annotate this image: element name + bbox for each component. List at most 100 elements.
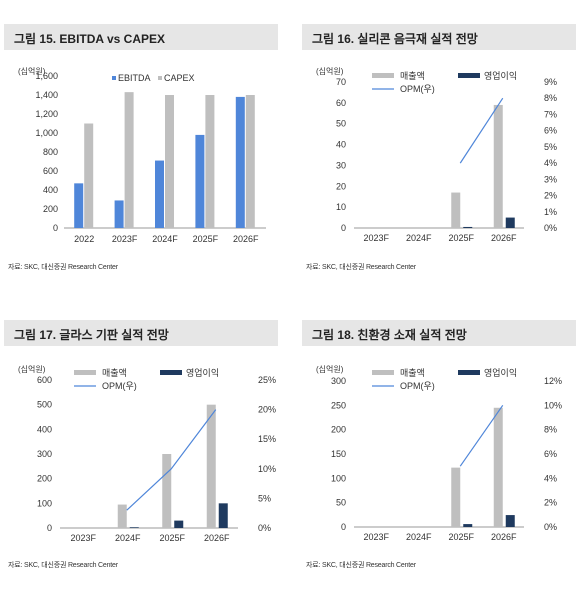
x-tick-label: 2024F [115,533,141,543]
y-right-tick-label: 2% [544,191,557,201]
x-tick-label: 2023F [363,233,389,243]
legend-label-sales: 매출액 [400,70,425,81]
bar-sales [493,407,503,527]
legend-swatch-capex [158,76,162,80]
y-right-tick-label: 5% [544,142,557,152]
legend-label-operating-profit: 영업이익 [186,367,219,378]
y-axis-unit: (십억원) [316,365,344,374]
bar-operating-profit [505,515,515,527]
chart-title: 그림 16. 실리콘 음극재 실적 전망 [312,32,478,46]
y-tick-label: 400 [37,424,52,434]
legend-swatch-sales [74,370,96,375]
y-tick-label: 1,400 [35,90,58,100]
y-tick-label: 400 [43,185,58,195]
bar-operating-profit [174,520,184,528]
bar-sales [162,454,172,528]
y-tick-label: 20 [336,181,346,191]
y-tick-label: 200 [37,474,52,484]
y-tick-label: 60 [336,98,346,108]
y-tick-label: 1,000 [35,128,58,138]
x-tick-label: 2023F [70,533,96,543]
x-tick-label: 2026F [491,233,517,243]
chart-silicon-anode: 0 10 20 30 40 50 60 70 0% 1% 2% 3% 4% 5% 6% 7% 8% 9% 2023F… [336,70,557,243]
chart-panel-silicon-anode: 그림 16. 실리콘 음극재 실적 전망 (십억원) 0 10 20 30 40 50 60… [302,24,576,300]
bar-capex [124,92,134,229]
y-tick-label: 1,200 [35,109,58,119]
bar-operating-profit [463,226,473,228]
y-right-tick-label: 9% [544,77,557,87]
y-tick-label: 70 [336,77,346,87]
chart-title: 그림 17. 글라스 기판 실적 전망 [14,328,169,342]
x-tick-label: 2022 [74,234,94,244]
bar-sales [117,504,127,528]
y-right-tick-label: 6% [544,126,557,136]
legend-swatch-operating-profit [458,370,480,375]
y-right-tick-label: 5% [258,493,271,503]
y-tick-label: 600 [43,166,58,176]
source-note: 자료: SKC, 대신증권 Research Center [8,264,118,271]
y-tick-label: 50 [336,498,346,508]
y-right-tick-label: 1% [544,207,557,217]
x-tick-label: 2025F [448,233,474,243]
legend-label-operating-profit: 영업이익 [484,70,517,81]
bar-operating-profit [505,217,515,228]
bar-sales [206,404,216,528]
line-opm [126,409,217,511]
y-right-tick-label: 3% [544,174,557,184]
x-tick-label: 2026F [233,234,259,244]
y-axis-unit: (십억원) [18,365,46,374]
x-tick-label: 2025F [448,532,474,542]
source-note: 자료: SKC, 대신증권 Research Center [306,562,416,569]
legend-swatch-ebitda [112,76,116,80]
y-tick-label: 300 [37,449,52,459]
chart-panel-eco-materials: 그림 18. 친환경 소재 실적 전망 (십억원) 0 50 100 150 200 25… [302,320,576,596]
bar-sales [493,104,503,228]
panel-title-bar: 그림 17. 글라스 기판 실적 전망 [4,320,278,346]
line-opm [459,97,504,164]
x-tick-label: 2025F [159,533,185,543]
bar-operating-profit [218,503,228,528]
y-tick-label: 1,600 [35,71,58,81]
panel-title-bar: 그림 18. 친환경 소재 실적 전망 [302,320,576,346]
y-tick-label: 800 [43,147,58,157]
bar-ebitda [155,160,164,228]
legend-label-opm: OPM(우) [400,84,435,94]
y-tick-label: 0 [47,523,52,533]
y-axis-unit: (십억원) [316,67,344,76]
y-tick-label: 300 [331,376,346,386]
legend-swatch-operating-profit [160,370,182,375]
panel-title-bar: 그림 15. EBITDA vs CAPEX [4,24,278,50]
y-tick-label: 500 [37,400,52,410]
legend-label-operating-profit: 영업이익 [484,367,517,378]
y-tick-label: 30 [336,160,346,170]
legend-label-ebitda: EBITDA [118,73,151,83]
y-tick-label: 0 [53,223,58,233]
bar-capex [165,95,174,228]
bar-capex [84,123,94,228]
y-right-tick-label: 0% [544,223,557,233]
chart-title: 그림 15. EBITDA vs CAPEX [14,32,166,46]
x-tick-label: 2024F [406,233,432,243]
y-right-tick-label: 20% [258,405,276,415]
y-right-tick-label: 10% [258,464,276,474]
bar-operating-profit [463,524,473,527]
chart-title: 그림 18. 친환경 소재 실적 전망 [312,328,467,342]
y-right-tick-label: 25% [258,375,276,385]
y-right-tick-label: 0% [258,523,271,533]
y-right-tick-label: 10% [544,400,562,410]
panel-title-bar: 그림 16. 실리콘 음극재 실적 전망 [302,24,576,50]
y-right-tick-label: 2% [544,498,557,508]
y-right-tick-label: 0% [544,522,557,532]
legend-label-opm: OPM(우) [102,381,137,391]
bar-ebitda [195,134,205,228]
legend-label-sales: 매출액 [400,367,425,378]
y-tick-label: 200 [331,425,346,435]
y-tick-label: 100 [37,498,52,508]
bar-operating-profit [129,527,139,528]
source-note: 자료: SKC, 대신증권 Research Center [8,562,118,569]
y-axis-unit: (십억원) [18,67,46,76]
x-tick-label: 2023F [112,234,138,244]
legend-label-capex: CAPEX [164,73,195,83]
bar-ebitda [74,183,84,228]
y-right-tick-label: 8% [544,93,557,103]
